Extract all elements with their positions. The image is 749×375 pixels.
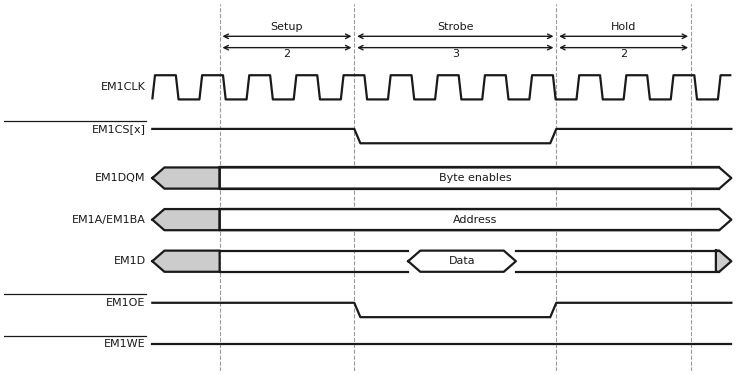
Polygon shape — [152, 251, 219, 272]
Text: EM1CLK: EM1CLK — [100, 82, 145, 92]
Text: Byte enables: Byte enables — [439, 173, 512, 183]
Text: Setup: Setup — [270, 22, 303, 32]
Text: 3: 3 — [452, 49, 459, 59]
Text: EM1D: EM1D — [113, 256, 145, 266]
Text: EM1A/EM1BA: EM1A/EM1BA — [72, 214, 145, 225]
Polygon shape — [152, 209, 219, 230]
Text: EM1WE: EM1WE — [104, 339, 145, 350]
Polygon shape — [716, 251, 731, 272]
Text: Strobe: Strobe — [437, 22, 473, 32]
Text: EM1CS[x]: EM1CS[x] — [91, 124, 145, 134]
Text: Address: Address — [453, 214, 497, 225]
Text: 2: 2 — [283, 49, 291, 59]
Text: EM1DQM: EM1DQM — [95, 173, 145, 183]
Polygon shape — [152, 168, 219, 189]
Text: 2: 2 — [620, 49, 627, 59]
Text: EM1OE: EM1OE — [106, 298, 145, 308]
Text: Hold: Hold — [611, 22, 637, 32]
Polygon shape — [408, 251, 516, 272]
Polygon shape — [219, 168, 731, 189]
Polygon shape — [219, 209, 731, 230]
Text: Data: Data — [449, 256, 476, 266]
